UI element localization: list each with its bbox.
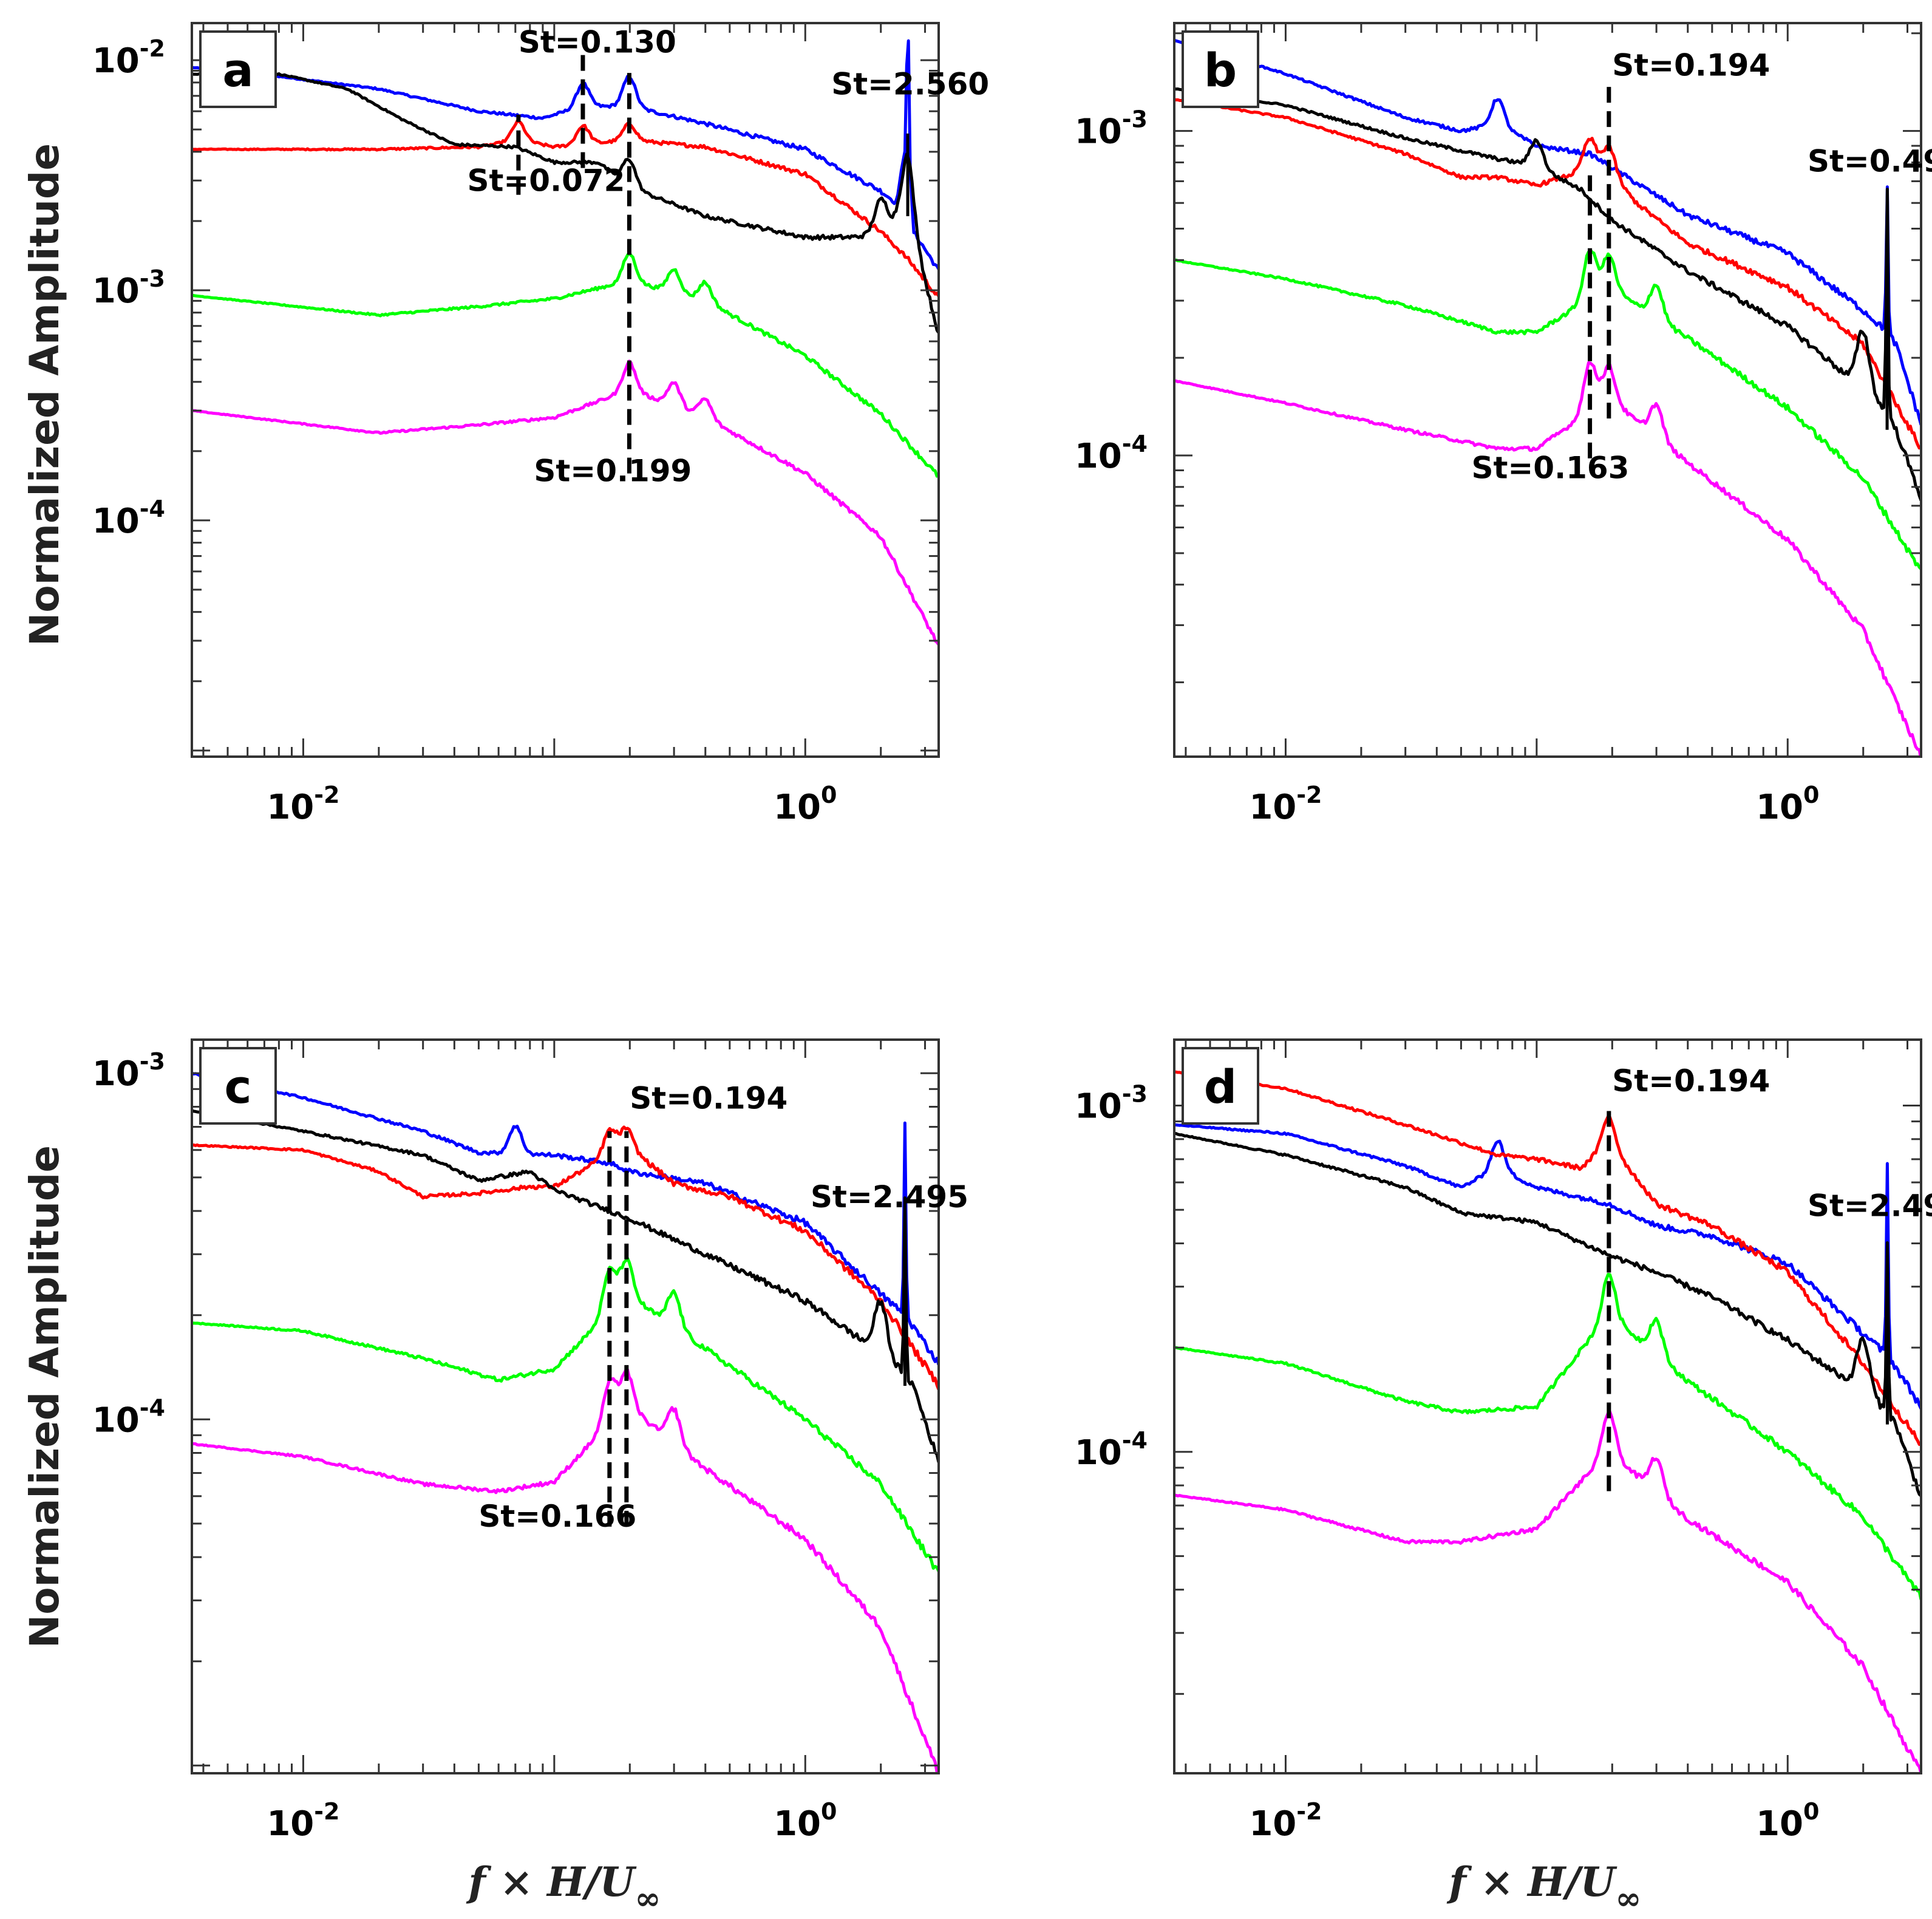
series-black-line-a — [192, 72, 939, 334]
series-blue-line-d — [1174, 1123, 1921, 1409]
plot-frame-b — [1173, 22, 1922, 758]
y-tick-label-d-0: 10-3 — [1075, 1081, 1148, 1127]
panel-label-d: d — [1204, 1060, 1237, 1114]
x-tick-label-a-0: 10-2 — [267, 782, 339, 827]
series-magenta-line-a — [192, 360, 939, 646]
series-green-line-b — [1174, 248, 1921, 570]
y-tick-label-d-1: 10-4 — [1075, 1427, 1148, 1473]
annotation-b-1: St=0.495 — [1808, 143, 1932, 179]
x-axis-label-right: f × H/U∞ — [1446, 1858, 1641, 1917]
panel-d-chart: 10-2 100 10-3 10-4 St=0.194 St=2.495 d — [1075, 1038, 1932, 1844]
x-axis-label-left: f × H/U∞ — [466, 1858, 661, 1917]
y-tick-label-a-0: 10-2 — [92, 35, 165, 81]
annotation-c-2: St=0.166 — [478, 1499, 636, 1534]
x-tick-label-c-1: 100 — [774, 1798, 837, 1844]
panel-c-chart: 10-2 100 10-3 10-4 St=0.194 St=2.495 St=0.166 c — [92, 1038, 968, 1844]
plot-frame-c — [191, 1038, 940, 1774]
x-tick-label-b-0: 10-2 — [1249, 782, 1322, 827]
series-magenta-line-b — [1174, 361, 1921, 757]
panel-label-a: a — [222, 43, 253, 97]
y-tick-label-b-0: 10-3 — [1075, 106, 1148, 152]
x-tick-label-c-0: 10-2 — [267, 1798, 339, 1844]
series-red-line-b — [1174, 98, 1921, 450]
series-magenta-line-c — [192, 1368, 939, 1773]
series-red-line-a — [192, 119, 939, 297]
panel-label-box-a — [199, 30, 277, 108]
annotation-d-0: St=0.194 — [1612, 1063, 1770, 1099]
annotation-c-1: St=2.495 — [811, 1179, 968, 1215]
series-magenta-line-d — [1174, 1410, 1921, 1773]
annotation-d-1: St=2.495 — [1808, 1188, 1932, 1223]
plot-frame-d — [1173, 1038, 1922, 1774]
y-tick-label-a-1: 10-3 — [92, 265, 165, 311]
x-tick-label-d-1: 100 — [1756, 1798, 1819, 1844]
y-axis-label-top: Normalized Amplitude — [21, 143, 68, 646]
annotation-c-0: St=0.194 — [630, 1081, 787, 1116]
x-tick-label-b-1: 100 — [1756, 782, 1819, 827]
series-blue-line-c — [192, 1071, 939, 1366]
annotation-a-0: St=0.130 — [519, 24, 676, 60]
series-green-line-a — [192, 251, 939, 478]
series-blue-line-b — [1174, 38, 1921, 426]
series-black-line-b — [1174, 87, 1921, 502]
annotation-a-2: St=0.199 — [534, 453, 692, 488]
panel-b-chart: 10-2 100 10-3 10-4 St=0.194 St=0.495 St=0.163 b — [1075, 22, 1932, 827]
panel-label-c: c — [224, 1060, 251, 1114]
panel-label-b: b — [1204, 43, 1237, 97]
annotation-b-0: St=0.194 — [1612, 48, 1770, 83]
y-tick-label-a-2: 10-4 — [92, 496, 165, 541]
annotation-b-2: St=0.163 — [1472, 451, 1630, 486]
series-red-line-d — [1174, 1070, 1921, 1446]
annotation-a-1: St=0.072 — [467, 163, 625, 199]
panel-a-chart: 10-2 100 10-2 10-3 10-4 St=0.130 St=0.072 St=0.… — [92, 22, 989, 827]
y-axis-label-bottom: Normalized Amplitude — [21, 1145, 68, 1648]
annotation-a-3: St=2.560 — [831, 66, 989, 101]
series-green-line-d — [1174, 1273, 1921, 1600]
series-black-line-d — [1174, 1132, 1921, 1498]
series-green-line-c — [192, 1256, 939, 1572]
plot-frame-a — [191, 22, 940, 758]
y-tick-label-b-1: 10-4 — [1075, 431, 1148, 476]
series-red-line-c — [192, 1125, 939, 1391]
panel-label-box-c — [199, 1047, 277, 1125]
panel-label-box-d — [1182, 1047, 1259, 1125]
series-black-line-c — [192, 1109, 939, 1463]
x-tick-label-d-0: 10-2 — [1249, 1798, 1322, 1844]
x-tick-label-a-1: 100 — [774, 782, 837, 827]
y-tick-label-c-0: 10-3 — [92, 1048, 165, 1094]
y-tick-label-c-1: 10-4 — [92, 1394, 165, 1440]
panel-label-box-b — [1182, 30, 1259, 108]
